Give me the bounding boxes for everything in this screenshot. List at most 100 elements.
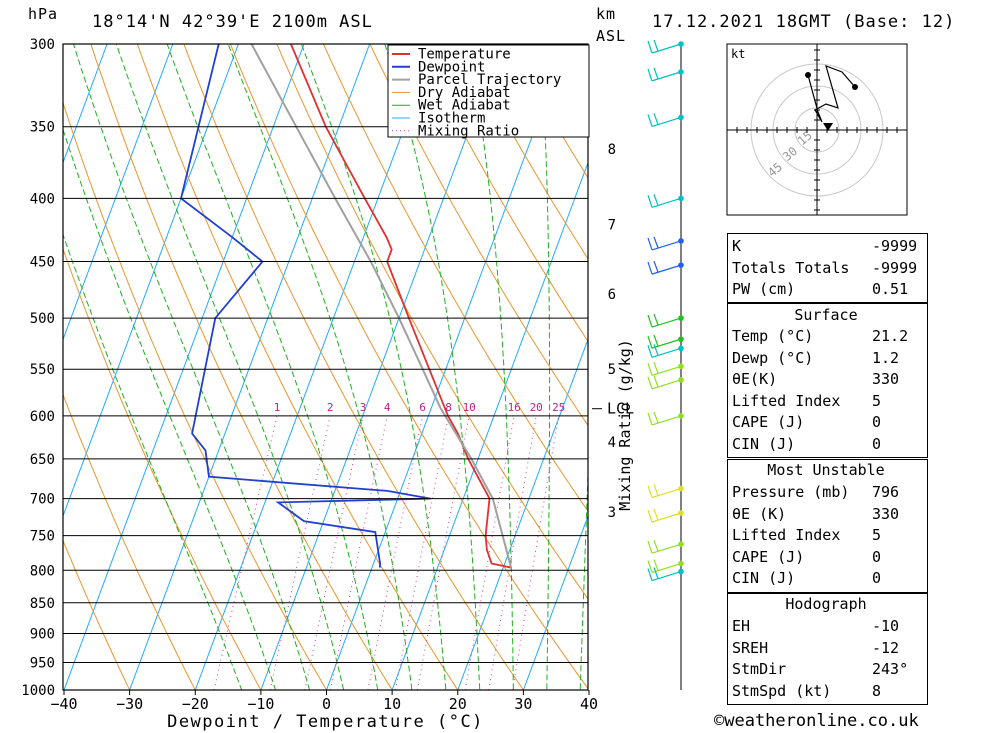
x-tick-label: 20 bbox=[449, 695, 467, 713]
lcl-label: LCL bbox=[607, 400, 634, 418]
pressure-tick-label: 400 bbox=[30, 191, 55, 207]
wind-barb bbox=[647, 362, 684, 376]
mixing-ratio-line bbox=[512, 415, 560, 690]
wind-barb bbox=[647, 113, 684, 128]
wind-barb bbox=[647, 67, 684, 82]
wet-adiabat-line bbox=[467, 44, 514, 690]
mixing-ratio-line bbox=[304, 415, 364, 690]
wind-barb bbox=[647, 375, 684, 390]
stat-label: Lifted Index bbox=[732, 391, 841, 410]
stat-value: -9999 bbox=[872, 258, 918, 277]
hodograph-stats-title: Hodograph bbox=[785, 595, 867, 613]
stat-label: Dewp (°C) bbox=[732, 348, 814, 367]
hodograph-point bbox=[805, 72, 811, 78]
mixing-ratio-label: 16 bbox=[508, 401, 521, 414]
wet-adiabat-line bbox=[227, 44, 413, 690]
dry-adiabat-line bbox=[276, 44, 588, 600]
stat-label: CIN (J) bbox=[732, 435, 796, 453]
mixing-ratio-line bbox=[464, 415, 515, 690]
surface-title: Surface bbox=[794, 306, 858, 324]
mixing-ratio-label: 10 bbox=[463, 401, 476, 414]
mixing-ratio-label: 20 bbox=[530, 401, 543, 414]
isotherm-line bbox=[194, 44, 436, 690]
wind-barb bbox=[647, 334, 684, 349]
pressure-tick-label: 500 bbox=[30, 311, 55, 327]
stat-value: 330 bbox=[872, 370, 900, 389]
mixing-ratio-line bbox=[395, 415, 449, 690]
pressure-tick-label: 900 bbox=[30, 626, 55, 642]
legend-entry: Dewpoint bbox=[418, 59, 485, 75]
x-tick-label: 10 bbox=[383, 695, 401, 713]
wind-barb bbox=[647, 484, 684, 499]
x-axis-label: Dewpoint / Temperature (°C) bbox=[167, 712, 484, 732]
stat-value: 1.2 bbox=[872, 348, 900, 367]
stat-value: 8 bbox=[872, 681, 882, 700]
km-tick-label: 4 bbox=[608, 435, 616, 451]
stat-label: θE(K) bbox=[732, 370, 778, 389]
wind-barb bbox=[647, 39, 684, 54]
pressure-tick-label: 700 bbox=[30, 492, 55, 508]
wind-barb bbox=[647, 313, 684, 328]
km-unit-label: km bbox=[596, 5, 617, 23]
dry-adiabat-line bbox=[960, 26, 1000, 716]
hodograph-stats-box bbox=[727, 593, 928, 705]
stat-label: PW (cm) bbox=[732, 280, 796, 299]
mixing-ratio-label: 1 bbox=[274, 401, 281, 414]
x-tick-label: −40 bbox=[50, 695, 77, 713]
stat-label: CAPE (J) bbox=[732, 547, 805, 566]
stat-value: 0 bbox=[872, 413, 882, 432]
wet-adiabat-line bbox=[63, 233, 243, 690]
stat-value: 330 bbox=[872, 504, 900, 523]
km-tick-label: 6 bbox=[608, 287, 616, 303]
wind-barb bbox=[647, 344, 684, 358]
stat-label: Temp (°C) bbox=[732, 327, 814, 345]
isotherm-line bbox=[457, 337, 588, 690]
surface-box bbox=[727, 303, 928, 458]
km-tick-label: 3 bbox=[608, 505, 616, 521]
dry-adiabat-line bbox=[183, 44, 525, 690]
station-location: 18°14'N 42°39'E 2100m ASL bbox=[92, 12, 373, 32]
hodograph-point bbox=[852, 84, 858, 90]
x-tick-label: 40 bbox=[580, 695, 598, 713]
dry-adiabat-line bbox=[63, 393, 196, 690]
stat-value: 0 bbox=[872, 569, 882, 588]
legend-entry: Temperature bbox=[418, 47, 511, 63]
stat-label: Totals Totals bbox=[732, 258, 850, 277]
wet-adiabat-line bbox=[384, 44, 481, 690]
stat-label: K bbox=[732, 237, 742, 255]
stat-value: 243° bbox=[872, 660, 909, 679]
wet-adiabat-line bbox=[300, 44, 447, 690]
x-tick-label: −10 bbox=[247, 695, 274, 713]
pressure-tick-label: 1000 bbox=[21, 683, 55, 699]
mixing-ratio-label: 8 bbox=[445, 401, 452, 414]
most-unstable-title: Most Unstable bbox=[767, 461, 885, 479]
legend-entry: Dry Adiabat bbox=[418, 85, 511, 101]
isotherm-line bbox=[522, 514, 588, 690]
wet-adiabat-line bbox=[72, 44, 311, 690]
x-tick-label: −20 bbox=[182, 695, 209, 713]
mixing-ratio-line bbox=[488, 415, 537, 690]
wind-barb bbox=[647, 236, 684, 251]
stat-label: StmSpd (kt) bbox=[732, 681, 832, 700]
stat-value: 5 bbox=[872, 391, 882, 410]
wet-adiabat-line bbox=[63, 128, 277, 690]
dry-adiabat-line bbox=[90, 44, 393, 690]
dry-adiabat-line bbox=[63, 539, 131, 690]
x-tick-label: 30 bbox=[514, 695, 532, 713]
isotherm-line bbox=[326, 44, 567, 690]
pressure-tick-label: 300 bbox=[30, 37, 55, 53]
wind-barb bbox=[647, 567, 684, 582]
legend-entry: Isotherm bbox=[418, 111, 485, 127]
wind-barb bbox=[647, 260, 684, 275]
wind-barb bbox=[647, 194, 684, 208]
wet-adiabat-line bbox=[539, 44, 551, 690]
stat-value: 5 bbox=[872, 526, 882, 545]
pressure-tick-label: 800 bbox=[30, 563, 55, 579]
mixing-ratio-label: 3 bbox=[360, 401, 367, 414]
dry-adiabat-line bbox=[369, 44, 588, 427]
stat-label: StmDir bbox=[732, 660, 787, 679]
dry-adiabat-line bbox=[63, 101, 328, 690]
dry-adiabat-line bbox=[136, 44, 459, 690]
